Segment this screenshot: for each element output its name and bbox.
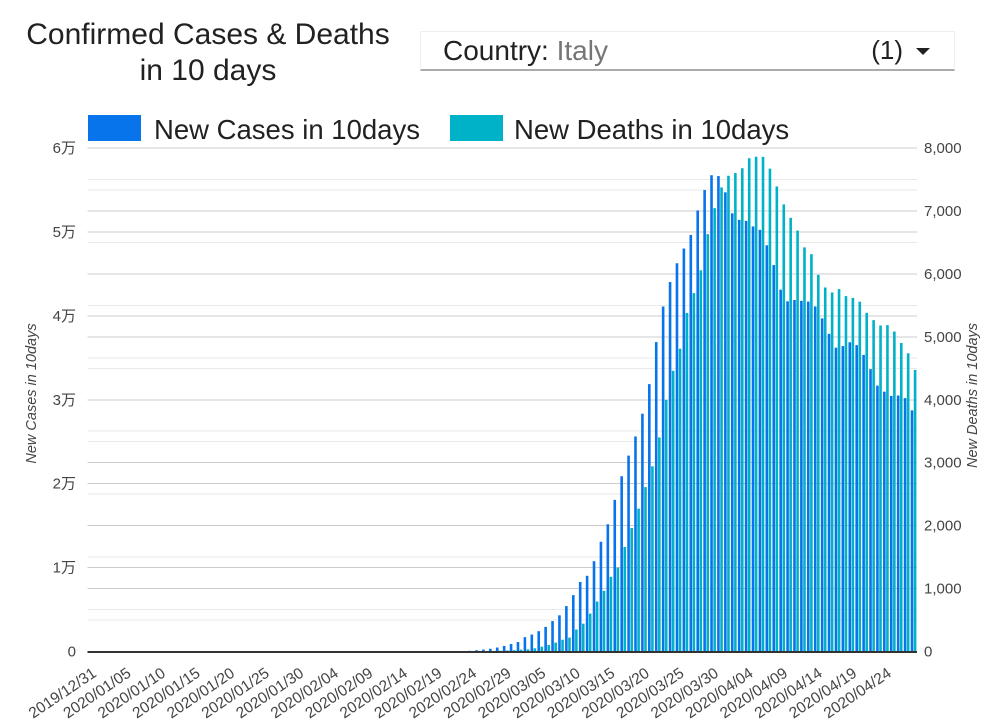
svg-text:0: 0 <box>924 644 932 661</box>
svg-text:5万: 5万 <box>53 224 76 241</box>
svg-text:0: 0 <box>68 644 76 661</box>
svg-text:8,000: 8,000 <box>924 140 962 157</box>
svg-text:3万: 3万 <box>53 392 76 409</box>
svg-text:6万: 6万 <box>53 140 76 157</box>
svg-text:2万: 2万 <box>53 476 76 493</box>
svg-text:4万: 4万 <box>53 308 76 325</box>
svg-text:New Deaths in 10days: New Deaths in 10days <box>965 323 981 468</box>
svg-text:1,000: 1,000 <box>924 581 962 598</box>
svg-text:6,000: 6,000 <box>924 266 962 283</box>
svg-text:7,000: 7,000 <box>924 203 962 220</box>
svg-text:New Cases in 10days: New Cases in 10days <box>24 323 40 463</box>
svg-text:2,000: 2,000 <box>924 518 962 535</box>
svg-text:1万: 1万 <box>53 560 76 577</box>
svg-text:5,000: 5,000 <box>924 329 962 346</box>
svg-text:3,000: 3,000 <box>924 455 962 472</box>
svg-text:4,000: 4,000 <box>924 392 962 409</box>
